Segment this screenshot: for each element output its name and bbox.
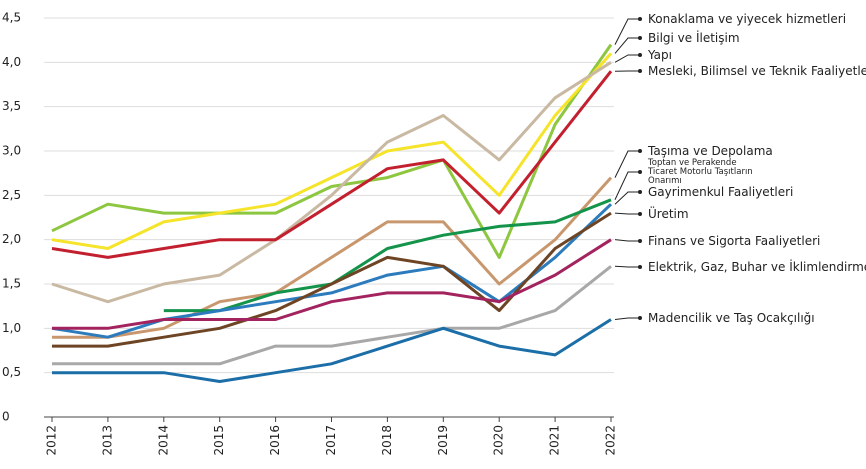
legend-connector [614,54,640,63]
legend-connector [614,239,640,242]
series-line [52,176,613,339]
y-tick-label: 2,0 [2,232,21,246]
legend-label: Madencilik ve Taş Ocakçılığı [648,311,815,325]
y-tick-label: 0 [2,410,10,424]
legend-label: Yapı [648,48,672,62]
y-tick-label: 3,5 [2,99,21,113]
series-line [52,238,612,330]
legend-dot [638,190,642,194]
legend-connector [614,150,640,178]
legend-label: Taşıma ve Depolama [648,144,773,158]
series-line [163,198,612,313]
x-tick-label: 2015 [212,425,226,456]
legend-label: Bilgi ve İletişim [648,31,740,45]
x-tick-label: 2018 [380,425,394,456]
legend-label: Finans ve Sigorta Faaliyetleri [648,234,821,248]
x-tick-label: 2022 [604,425,618,456]
series-line [51,70,613,259]
x-tick-label: 2020 [492,425,506,456]
legend-connector [614,18,640,45]
legend-dot [638,212,642,216]
legend-connector [614,317,640,320]
series-line [51,43,613,259]
y-tick-label: 1,5 [2,277,21,291]
y-tick-label: 1,0 [2,321,21,335]
legend-connector [614,37,640,54]
legend-label: Mesleki, Bilimsel ve Teknik Faaliyetler [648,64,866,78]
y-tick-label: 4,5 [2,11,21,25]
series-line [51,52,613,250]
x-tick-label: 2014 [156,425,170,456]
x-tick-label: 2017 [324,425,338,456]
x-tick-label: 2013 [100,425,114,456]
legend-dot [638,239,642,243]
legend-connector [614,191,640,205]
x-tick-label: 2021 [548,425,562,456]
legend-connector [614,265,640,268]
y-tick-label: 3,0 [2,144,21,158]
series-line [51,203,613,339]
y-tick-label: 4,0 [2,55,21,69]
series-line [52,211,612,348]
x-tick-label: 2019 [436,425,450,456]
legend-dot [638,36,642,40]
legend-connector [614,212,640,215]
legend-label: Gayrimenkul Faaliyetleri [648,185,794,199]
y-tick-label: 0,5 [2,365,21,379]
y-tick-label: 2,5 [2,188,21,202]
legend-label: Üretim [648,207,689,221]
legend-dot [638,265,642,269]
legend-label: Elektrik, Gaz, Buhar ve İklimlendirme [648,260,866,274]
series-line [52,318,612,383]
x-tick-label: 2016 [268,425,282,456]
legend-dot [638,170,642,174]
legend-dot [638,17,642,21]
legend-label: Konaklama ve yiyecek hizmetleri [648,12,847,26]
legend-dot [638,316,642,320]
legend-dot [638,53,642,57]
series-line [51,61,612,304]
legend-label: Toptan ve Perakende Ticaret Motorlu Taşı… [648,157,753,186]
legend-dot [638,69,642,73]
legend-connector [614,171,640,200]
legend-dot [638,149,642,153]
series-line [52,265,612,366]
x-tick-label: 2012 [45,425,59,456]
